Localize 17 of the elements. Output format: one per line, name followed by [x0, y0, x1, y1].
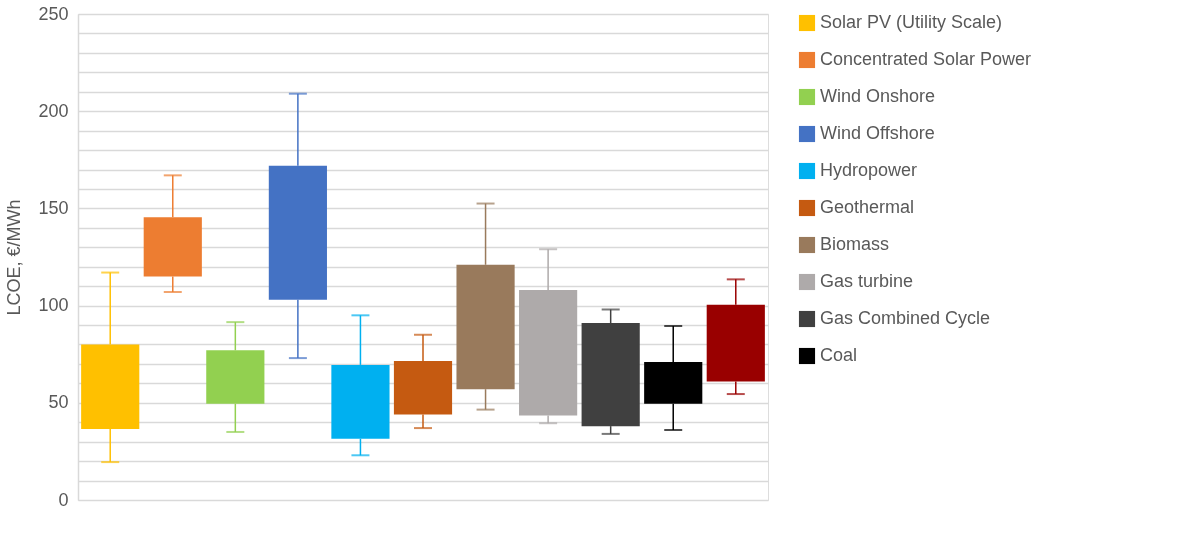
legend-label: Wind Offshore: [820, 123, 935, 143]
legend-label: Coal: [820, 345, 858, 365]
legend-label: Concentrated Solar Power: [820, 49, 1032, 69]
legend-label: Biomass: [820, 234, 890, 254]
legend-label: Gas turbine: [820, 271, 914, 291]
legend-label: Gas Combined Cycle: [820, 308, 991, 328]
y-tick-label: 150: [38, 197, 69, 218]
y-tick-label: 250: [38, 3, 69, 24]
legend-label: Solar PV (Utility Scale): [820, 12, 1003, 32]
y-tick-label: 100: [38, 295, 69, 316]
legend-label: Geothermal: [820, 197, 915, 217]
legend-label: Wind Onshore: [820, 86, 936, 106]
y-axis-title: LCOE, €/MWh: [4, 199, 25, 316]
y-tick-label: 0: [58, 489, 69, 510]
legend-label: Hydropower: [820, 160, 918, 180]
y-tick-label: 50: [48, 392, 69, 413]
y-tick-label: 200: [38, 100, 69, 121]
